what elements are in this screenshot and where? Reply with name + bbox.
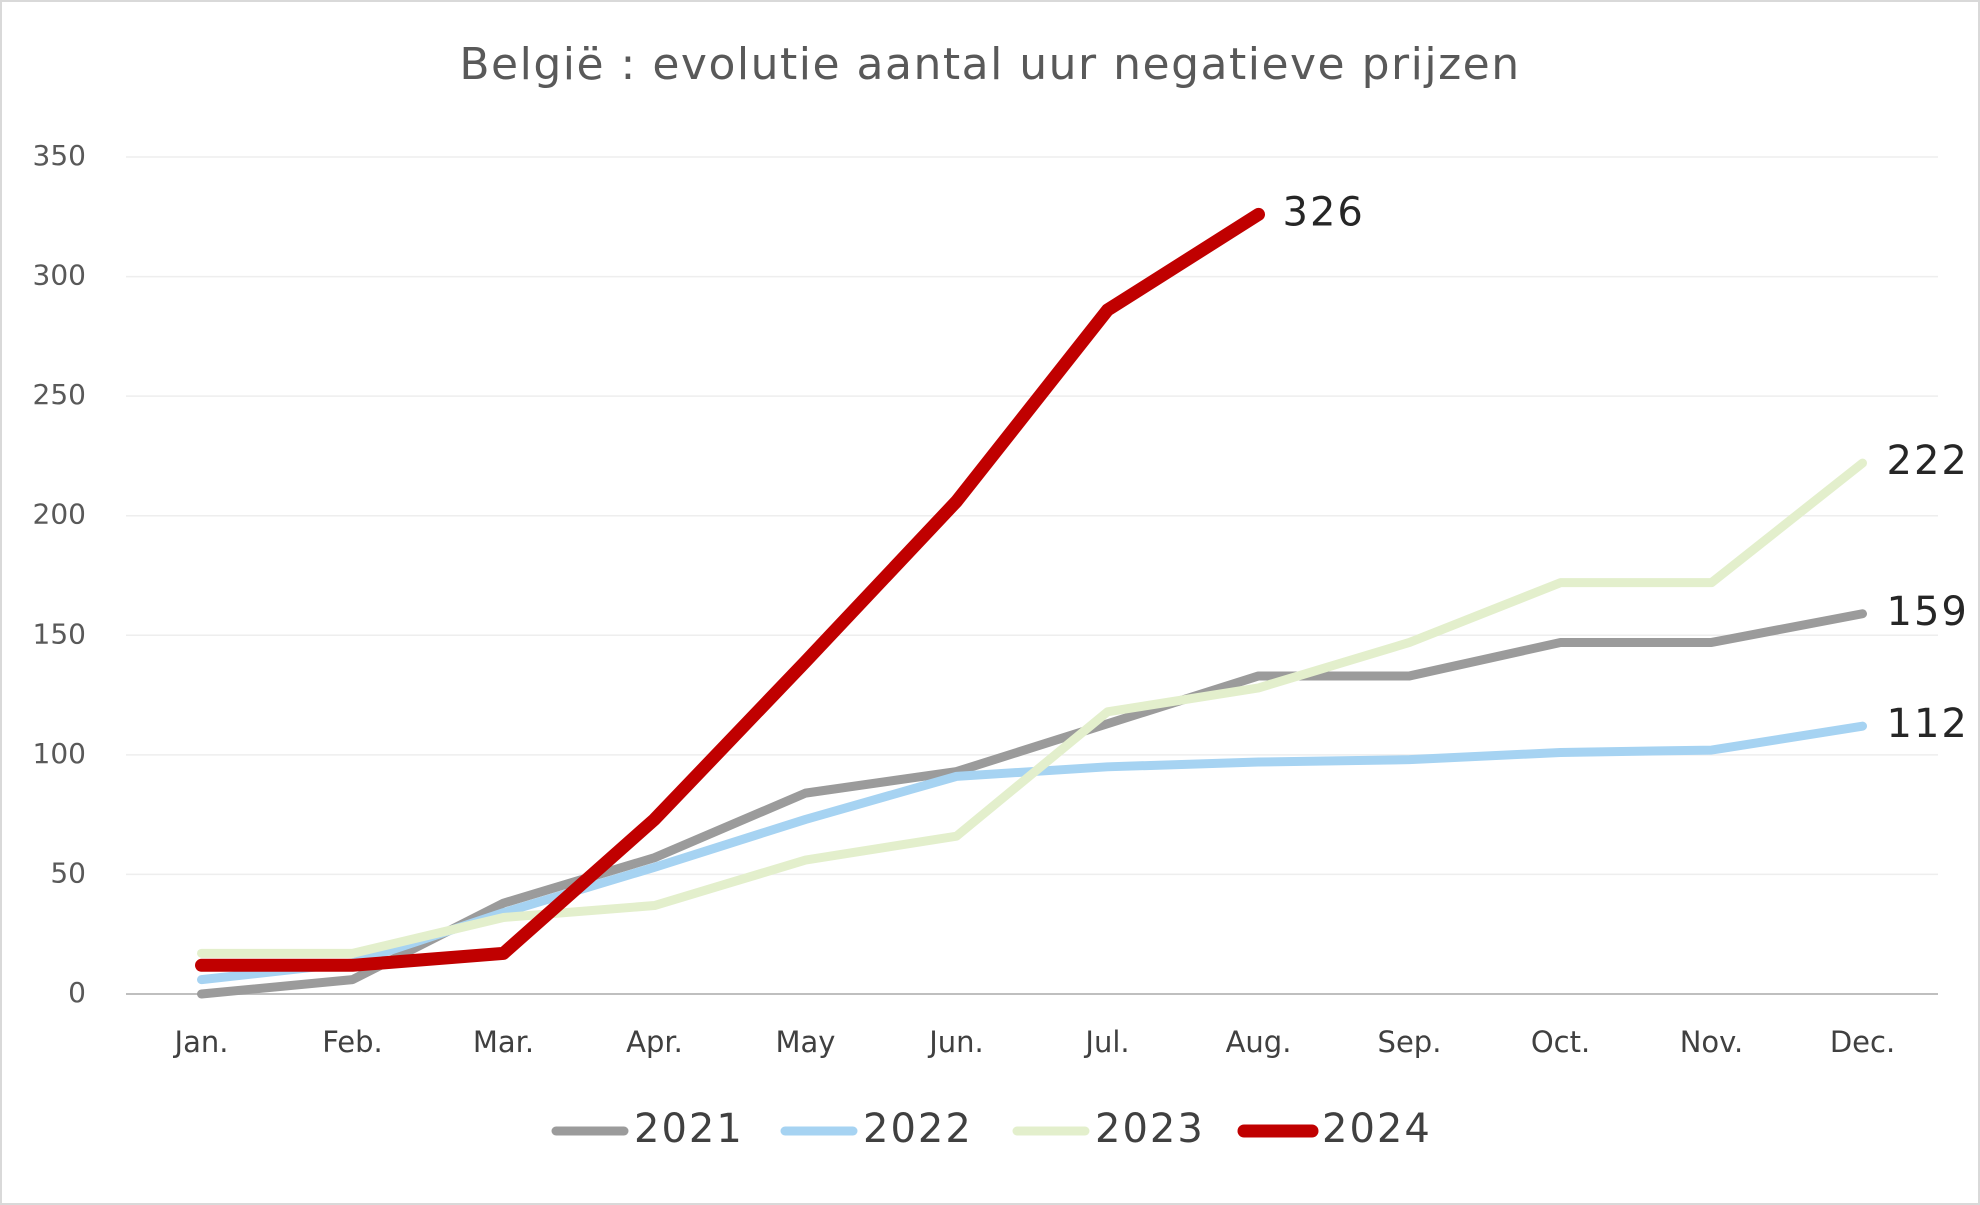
legend-label: 2023 <box>1095 1106 1205 1152</box>
y-tick-label: 50 <box>50 856 86 889</box>
x-tick-label: Jan. <box>173 1025 229 1059</box>
y-tick-label: 150 <box>33 617 86 650</box>
series-line <box>197 458 1867 958</box>
chart-title: België : evolutie aantal uur negatieve p… <box>459 39 1520 90</box>
end-label: 159 <box>1887 589 1969 635</box>
x-tick-label: Nov. <box>1680 1025 1744 1059</box>
legend-label: 2022 <box>863 1106 973 1152</box>
x-tick-label: Apr. <box>626 1025 683 1059</box>
end-label: 222 <box>1887 438 1969 484</box>
y-tick-label: 200 <box>33 498 86 531</box>
series-line <box>195 207 1265 972</box>
y-tick-label: 0 <box>68 976 86 1009</box>
legend-label: 2021 <box>634 1106 744 1152</box>
x-tick-label: Jul. <box>1083 1025 1129 1059</box>
series-line <box>197 609 1867 999</box>
end-label: 326 <box>1283 189 1365 235</box>
x-tick-label: Sep. <box>1378 1025 1442 1059</box>
y-tick-label: 250 <box>33 378 86 411</box>
x-tick-label: Feb. <box>322 1025 383 1059</box>
end-label: 112 <box>1887 701 1969 747</box>
x-tick-label: Aug. <box>1226 1025 1292 1059</box>
y-tick-label: 350 <box>33 139 86 172</box>
y-tick-label: 100 <box>33 737 86 770</box>
legend-label: 2024 <box>1322 1106 1432 1152</box>
x-tick-label: Jun. <box>927 1025 984 1059</box>
x-tick-label: Mar. <box>473 1025 534 1059</box>
y-tick-label: 300 <box>33 259 86 292</box>
x-tick-label: May <box>776 1025 836 1059</box>
x-tick-label: Oct. <box>1531 1025 1590 1059</box>
x-tick-label: Dec. <box>1830 1025 1895 1059</box>
